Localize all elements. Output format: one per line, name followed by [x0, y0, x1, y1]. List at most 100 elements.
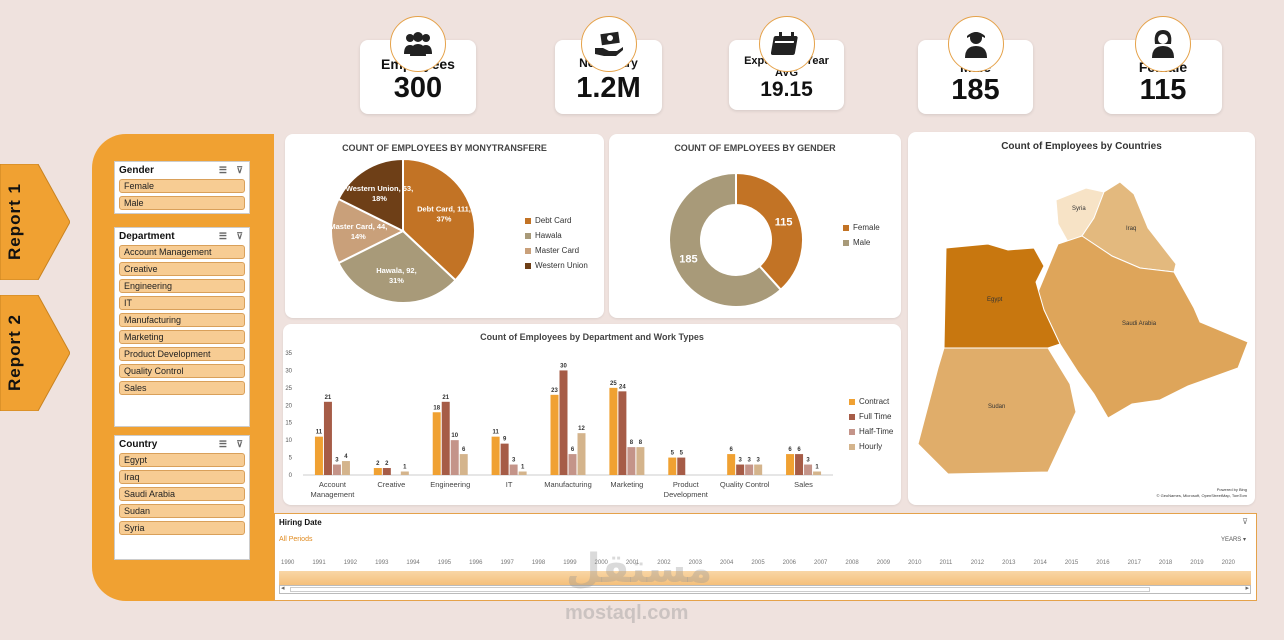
slicer-item[interactable]: Syria — [119, 521, 245, 535]
timeline-scrollbar[interactable]: ◂ ▸ — [279, 585, 1251, 594]
x-tick-label: Management — [311, 490, 356, 499]
slicer-item[interactable]: Engineering — [119, 279, 245, 293]
bar — [491, 436, 500, 475]
bar — [373, 468, 382, 475]
timeline-year[interactable]: 2003 — [688, 560, 702, 566]
bar — [804, 464, 813, 475]
timeline-year[interactable]: 2016 — [1096, 560, 1110, 566]
report-2-tab[interactable]: Report 2 — [0, 295, 70, 411]
slicer-item[interactable]: Product Development — [119, 347, 245, 361]
clear-filter-icon[interactable]: ⊽ — [236, 231, 243, 241]
x-tick-label: Manufacturing — [544, 480, 592, 489]
timeline-year[interactable]: 1997 — [500, 560, 514, 566]
timeline-year[interactable]: 1991 — [312, 560, 326, 566]
slicer-item[interactable]: Marketing — [119, 330, 245, 344]
slicer-item[interactable]: Sudan — [119, 504, 245, 518]
country-map — [917, 181, 1249, 475]
slicer-item[interactable]: Manufacturing — [119, 313, 245, 327]
timeline-year[interactable]: 2008 — [845, 560, 859, 566]
kpi-employees: Employees 300 — [360, 16, 476, 114]
pie-slice — [330, 197, 406, 265]
timeline-level-selector[interactable]: YEARS ▾ — [1220, 537, 1246, 543]
timeline-year[interactable]: 2013 — [1002, 560, 1016, 566]
chart-title: COUNT OF EMPLOYEES BY MONYTRANSFERE — [342, 143, 547, 153]
timeline-year[interactable]: 2015 — [1064, 560, 1079, 566]
donut-slice — [668, 171, 783, 308]
man-icon — [947, 16, 1004, 72]
map-label-sudan: Sudan — [988, 404, 1006, 410]
timeline-year[interactable]: 1993 — [375, 560, 389, 566]
slicer-item[interactable]: IT — [119, 296, 245, 310]
slicer-item[interactable]: Creative — [119, 262, 245, 276]
scroll-left-icon[interactable]: ◂ — [281, 585, 285, 592]
timeline-year[interactable]: 2018 — [1158, 560, 1173, 566]
legend-entry: Hawala — [525, 228, 588, 243]
bar-data-label: 24 — [619, 384, 626, 390]
timeline-year[interactable]: 1998 — [531, 560, 546, 566]
timeline-year[interactable]: 1995 — [437, 560, 452, 566]
slicer-item[interactable]: Quality Control — [119, 364, 245, 378]
legend-entry: Male — [843, 235, 880, 250]
bar — [518, 471, 527, 475]
y-tick-label: 0 — [289, 473, 293, 479]
map-region-sudan — [917, 347, 1077, 475]
bar-data-label: 1 — [403, 465, 407, 471]
timeline-year[interactable]: 2020 — [1221, 560, 1235, 566]
multi-select-icon[interactable]: ☰ — [218, 165, 227, 175]
timeline-year[interactable]: 2005 — [751, 560, 765, 566]
clear-filter-icon[interactable]: ⊽ — [236, 439, 243, 449]
pie-data-label: 14% — [351, 232, 366, 241]
bar — [323, 401, 332, 475]
timeline-year[interactable]: 2007 — [814, 560, 828, 566]
timeline-year[interactable]: 2010 — [908, 560, 922, 566]
pie-data-label: Master Card, 44, — [329, 222, 387, 231]
bar-data-label: 5 — [671, 451, 675, 457]
scroll-right-icon[interactable]: ▸ — [1245, 585, 1249, 592]
worktype-legend: Contract Full Time Half-Time Hourly — [849, 394, 893, 454]
timeline-year[interactable]: 2000 — [594, 560, 608, 566]
timeline-year[interactable]: 2002 — [657, 560, 671, 566]
clear-filter-icon[interactable]: ⊽ — [1242, 517, 1248, 526]
multi-select-icon[interactable]: ☰ — [218, 231, 227, 241]
timeline-year[interactable]: 2004 — [719, 560, 734, 566]
timeline-year[interactable]: 2014 — [1033, 560, 1047, 566]
multi-select-icon[interactable]: ☰ — [218, 439, 227, 449]
timeline-year[interactable]: 1999 — [563, 560, 577, 566]
timeline-year[interactable]: 2006 — [782, 560, 797, 566]
bar — [550, 394, 559, 475]
timeline-year[interactable]: 2009 — [876, 560, 891, 566]
x-tick-label: Creative — [377, 480, 405, 489]
pie-data-label: Western Union, 53, — [346, 184, 413, 193]
timeline-year[interactable]: 2001 — [625, 560, 640, 566]
slicer-item[interactable]: Account Management — [119, 245, 245, 259]
pie-slice — [402, 157, 476, 282]
map-label-egypt: Egypt — [987, 297, 1003, 303]
timeline-year[interactable]: 2019 — [1190, 560, 1204, 566]
x-tick-label: Development — [664, 490, 709, 499]
bar — [786, 454, 795, 475]
bar-data-label: 3 — [806, 458, 810, 464]
timeline-year[interactable]: 1996 — [469, 560, 483, 566]
bar-data-label: 3 — [756, 458, 760, 464]
slicer-item[interactable]: Male — [119, 196, 245, 210]
timeline-year[interactable]: 2017 — [1127, 560, 1141, 566]
slicer-item[interactable]: Iraq — [119, 470, 245, 484]
bar-data-label: 6 — [571, 447, 575, 453]
report-1-tab[interactable]: Report 1 — [0, 164, 70, 280]
timeline-year[interactable]: 1994 — [406, 560, 420, 566]
scrollbar-thumb[interactable] — [290, 587, 1150, 592]
slicer-item[interactable]: Sales — [119, 381, 245, 395]
slicer-item[interactable]: Female — [119, 179, 245, 193]
country-map-card: Count of Employees by Countries Syria Ir… — [908, 132, 1255, 505]
slicer-item[interactable]: Saudi Arabia — [119, 487, 245, 501]
timeline-years: 1990 1991 1992 1993 1994 1995 1996 1997 1998 1999… — [279, 560, 1251, 570]
map-attribution-credits: © GeoNames, Microsoft, OpenStreetMap, To… — [1156, 493, 1247, 498]
clear-filter-icon[interactable]: ⊽ — [236, 165, 243, 175]
timeline-year[interactable]: 2012 — [970, 560, 985, 566]
timeline-year[interactable]: 1992 — [343, 560, 358, 566]
money-transfer-pie-chart: Debt Card, 111,37% Hawala, 92,31% Master C… — [329, 157, 476, 304]
bar-data-label: 2 — [385, 461, 389, 467]
slicer-item[interactable]: Egypt — [119, 453, 245, 467]
timeline-year[interactable]: 1990 — [281, 560, 295, 566]
timeline-year[interactable]: 2011 — [939, 560, 953, 566]
